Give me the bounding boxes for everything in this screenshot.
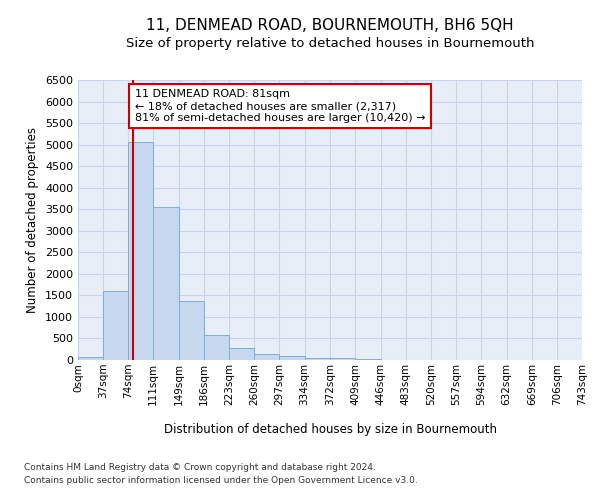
Text: 11 DENMEAD ROAD: 81sqm
← 18% of detached houses are smaller (2,317)
81% of semi-: 11 DENMEAD ROAD: 81sqm ← 18% of detached… xyxy=(135,90,425,122)
Text: 11, DENMEAD ROAD, BOURNEMOUTH, BH6 5QH: 11, DENMEAD ROAD, BOURNEMOUTH, BH6 5QH xyxy=(146,18,514,32)
Bar xyxy=(128,142,153,360)
Bar xyxy=(179,300,204,360)
Bar xyxy=(229,348,254,360)
Bar xyxy=(305,358,331,360)
Text: Contains HM Land Registry data © Crown copyright and database right 2024.: Contains HM Land Registry data © Crown c… xyxy=(24,462,376,471)
Bar xyxy=(280,356,305,360)
Bar xyxy=(78,358,103,360)
Bar xyxy=(254,354,280,360)
Text: Distribution of detached houses by size in Bournemouth: Distribution of detached houses by size … xyxy=(163,422,497,436)
Bar xyxy=(153,207,179,360)
Bar xyxy=(355,358,380,360)
Text: Size of property relative to detached houses in Bournemouth: Size of property relative to detached ho… xyxy=(126,38,534,51)
Y-axis label: Number of detached properties: Number of detached properties xyxy=(26,127,40,313)
Bar xyxy=(331,358,355,360)
Bar xyxy=(103,291,128,360)
Bar xyxy=(204,334,229,360)
Text: Contains public sector information licensed under the Open Government Licence v3: Contains public sector information licen… xyxy=(24,476,418,485)
